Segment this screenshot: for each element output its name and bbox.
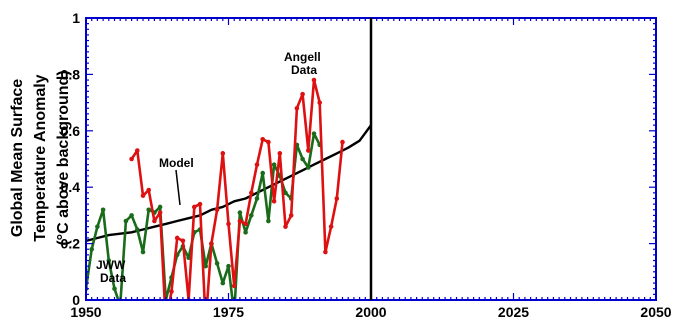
series-layer (86, 77, 372, 308)
angell-point (237, 218, 243, 224)
angell-point (231, 283, 237, 289)
jww-point (203, 263, 208, 269)
angell-point (226, 221, 231, 227)
jww-point (214, 261, 220, 266)
jww-point (135, 227, 140, 232)
jww-point (100, 207, 106, 213)
angell-point (266, 139, 271, 145)
angell-point (197, 201, 203, 207)
angell-point (300, 91, 305, 97)
angell-point (169, 289, 174, 294)
angell-point (140, 193, 146, 198)
angell-point (334, 196, 340, 201)
angell-point (135, 148, 140, 153)
angell-point (214, 207, 220, 213)
jww-point (220, 280, 226, 286)
angell-point (180, 238, 186, 244)
axis-minor-ticks (85, 17, 657, 301)
angell-point (260, 136, 266, 142)
angell-point (294, 105, 300, 111)
angell-point (283, 224, 288, 229)
angell-point (271, 199, 277, 204)
angell-point (243, 221, 248, 227)
jww-point (271, 162, 277, 167)
jww-point (146, 207, 151, 213)
jww-point (95, 224, 100, 229)
model-annotation: Model (159, 156, 194, 170)
angell-point (249, 190, 254, 196)
x-tick-label: 2050 (640, 304, 671, 320)
angell-series (129, 77, 345, 300)
jww-point (106, 258, 112, 263)
jww-point (254, 196, 260, 201)
jww-point (266, 218, 271, 224)
jww-annotation-line-2: Data (100, 271, 126, 285)
jww-point (283, 190, 288, 196)
x-tick-label: 2000 (355, 304, 386, 320)
angell-point (277, 151, 283, 156)
model-line (86, 124, 372, 242)
y-axis-title-line-1: Global Mean Surface (9, 79, 26, 237)
angell-point (254, 162, 260, 167)
angell-point (209, 241, 214, 246)
model-series (86, 124, 372, 242)
jww-point (112, 286, 117, 292)
angell-line (130, 78, 344, 300)
jww-point (129, 213, 134, 218)
y-tick-label: 0.8 (61, 66, 81, 82)
x-tick-label: 1975 (213, 304, 244, 320)
jww-annotation-line-1: JWW (96, 258, 126, 272)
angell-point (174, 235, 180, 241)
y-axis-title-line-2: Temperature Anomaly (32, 74, 49, 241)
angell-annotation-line-2: Data (291, 63, 317, 77)
jww-point (243, 230, 248, 235)
angell-point (340, 139, 345, 145)
angell-point (328, 224, 334, 229)
angell-point (323, 249, 328, 255)
y-tick-labels: 0 0.2 0.4 0.6 0.8 1 (61, 10, 81, 308)
jww-point (157, 204, 163, 210)
angell-point (306, 148, 311, 153)
angell-point (152, 218, 157, 224)
angell-point (146, 187, 151, 193)
y-tick-label: 0 (72, 292, 80, 308)
jww-point (89, 246, 94, 252)
model-annotation-pointer (175, 169, 181, 206)
x-tick-labels: 1950 1975 2000 2025 2050 (70, 304, 671, 320)
jww-point (237, 210, 243, 215)
angell-point (192, 204, 197, 210)
jww-point (140, 249, 146, 255)
jww-point (300, 156, 305, 162)
angell-annotation-line-1: Angell (284, 50, 321, 64)
jww-point (186, 255, 191, 260)
y-tick-label: 0.4 (61, 179, 81, 195)
x-tick-label: 2025 (498, 304, 529, 320)
y-axis-title-line-3: (°C above background) (55, 70, 72, 245)
jww-point (311, 131, 317, 136)
y-tick-label: 0.6 (61, 123, 81, 139)
jww-point (226, 263, 231, 269)
jww-point (306, 165, 311, 170)
angell-point (157, 210, 163, 215)
jww-point (123, 218, 129, 224)
angell-point (220, 151, 226, 156)
y-tick-label: 0.2 (61, 236, 81, 252)
angell-point (129, 156, 134, 162)
jww-point (260, 170, 266, 176)
angell-point (317, 100, 323, 105)
x-tick-label: 1950 (70, 304, 101, 320)
angell-point (311, 77, 317, 83)
jww-point (249, 213, 254, 218)
angell-point (288, 213, 294, 218)
y-tick-label: 1 (72, 10, 80, 26)
jww-point (118, 303, 123, 308)
